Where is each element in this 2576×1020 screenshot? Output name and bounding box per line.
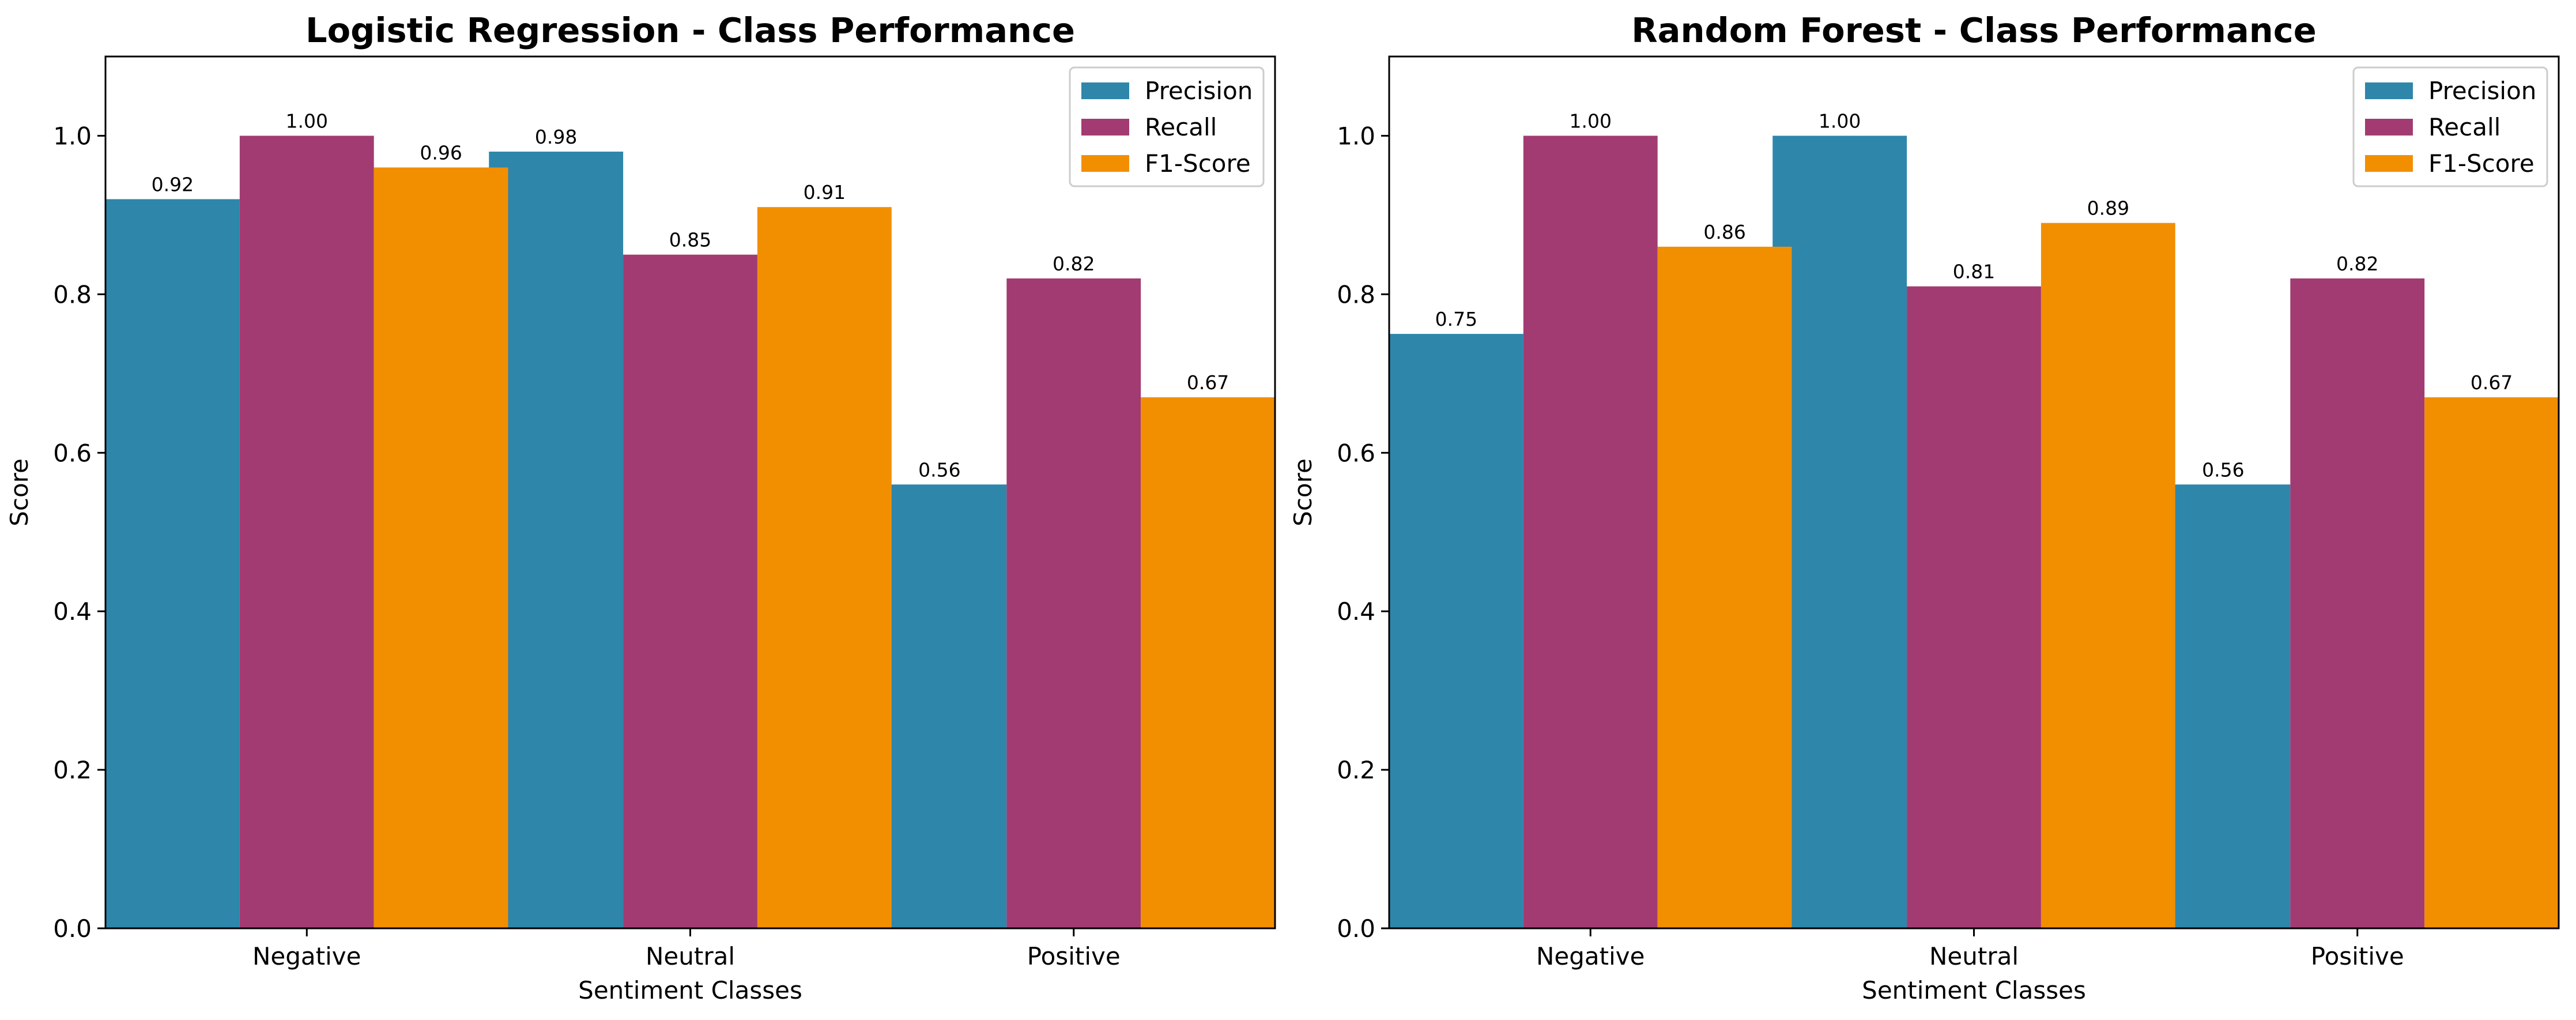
legend-label: Recall <box>1145 113 1217 141</box>
chart-panel-2: 0.75 1.00 0.56 1.00 0.81 0.82 0.86 0.89 0.67 0.0 0… <box>1289 10 2560 1004</box>
legend-swatch-recall <box>1081 119 1129 136</box>
bar-value-label: 0.98 <box>535 126 577 148</box>
bar-precision-neutral <box>1772 136 1907 929</box>
bar-value-label: 0.89 <box>2087 197 2129 220</box>
y-tick-label: 0.2 <box>53 756 92 784</box>
bar-f1-score-negative <box>374 167 508 929</box>
bar-f1-score-neutral <box>757 207 892 928</box>
bar-value-label: 0.85 <box>669 229 711 251</box>
chart-title: Logistic Regression - Class Performance <box>306 10 1075 50</box>
y-tick-label: 0.0 <box>1337 914 1375 943</box>
bar-value-label: 0.96 <box>420 141 462 164</box>
x-tick-label: Positive <box>2311 942 2404 970</box>
bar-recall-negative <box>1523 136 1658 929</box>
bar-f1-score-negative <box>1657 246 1792 928</box>
bar-f1-score-positive <box>1141 397 1275 928</box>
bar-recall-negative <box>239 136 374 929</box>
bar-recall-neutral <box>1907 286 2041 928</box>
bar-precision-negative <box>1389 334 1523 928</box>
legend-swatch-precision <box>2365 82 2413 99</box>
y-tick-label: 0.4 <box>53 597 92 626</box>
y-tick-label: 0.6 <box>1337 439 1375 467</box>
bar-f1-score-positive <box>2424 397 2559 928</box>
y-tick-label: 0.8 <box>1337 280 1375 308</box>
bar-value-label: 0.67 <box>2471 371 2513 394</box>
legend: Precision Recall F1-Score <box>1069 66 1265 187</box>
bar-recall-neutral <box>623 254 757 928</box>
x-tick-label: Positive <box>1027 942 1121 970</box>
x-axis-label: Sentiment Classes <box>1862 976 2086 1004</box>
bar-recall-positive <box>2290 278 2425 928</box>
y-tick-label: 0.0 <box>53 914 92 943</box>
bar-value-label: 0.91 <box>804 181 846 204</box>
y-axis-label: Score <box>1289 458 1317 526</box>
y-tick-label: 0.2 <box>1337 756 1375 784</box>
legend-label: Precision <box>2428 77 2536 105</box>
bar-value-label: 1.00 <box>286 110 328 132</box>
y-tick-label: 0.6 <box>53 439 92 467</box>
chart-title: Random Forest - Class Performance <box>1631 10 2317 50</box>
legend-label: Recall <box>2428 113 2500 141</box>
bar-value-label: 0.81 <box>1953 261 1995 283</box>
legend-swatch-f1-score <box>1081 155 1129 172</box>
legend-swatch-f1-score <box>2365 155 2413 172</box>
bar-value-label: 0.56 <box>918 458 960 481</box>
legend-label: Precision <box>1145 77 1253 105</box>
chart-panel-1: 0.92 0.98 0.56 1.00 0.85 0.82 0.96 0.91 0.67 0.0 0… <box>5 10 1276 1004</box>
x-tick-label: Negative <box>1536 942 1645 970</box>
x-tick-label: Neutral <box>1929 942 2019 970</box>
y-tick-label: 0.4 <box>1337 597 1375 626</box>
legend-label: F1-Score <box>1145 149 1251 178</box>
legend-label: F1-Score <box>2428 149 2534 178</box>
legend-swatch-precision <box>1081 82 1129 99</box>
y-tick-label: 1.0 <box>53 122 92 150</box>
bar-value-label: 0.75 <box>1435 308 1477 330</box>
bar-value-label: 1.00 <box>1570 110 1612 132</box>
bar-precision-neutral <box>489 151 624 929</box>
bar-f1-score-neutral <box>2041 223 2175 928</box>
bar-precision-positive <box>872 484 1007 928</box>
bar-recall-positive <box>1006 278 1141 928</box>
bar-value-label: 1.00 <box>1819 110 1861 132</box>
bar-value-label: 0.82 <box>2336 253 2378 275</box>
bar-precision-positive <box>2156 484 2291 928</box>
y-tick-label: 0.8 <box>53 280 92 308</box>
x-tick-label: Neutral <box>646 942 735 970</box>
x-axis-label: Sentiment Classes <box>578 976 802 1004</box>
legend-swatch-recall <box>2365 119 2413 136</box>
y-axis-label: Score <box>5 458 33 526</box>
bar-value-label: 0.82 <box>1053 253 1095 275</box>
bar-value-label: 0.86 <box>1703 221 1745 243</box>
bar-value-label: 0.92 <box>152 173 194 195</box>
bar-value-label: 0.56 <box>2202 458 2244 481</box>
x-tick-label: Negative <box>252 942 361 970</box>
legend: Precision Recall F1-Score <box>2352 66 2548 187</box>
bar-value-label: 0.67 <box>1187 371 1229 394</box>
y-tick-label: 1.0 <box>1337 122 1375 150</box>
bar-precision-negative <box>105 199 240 928</box>
